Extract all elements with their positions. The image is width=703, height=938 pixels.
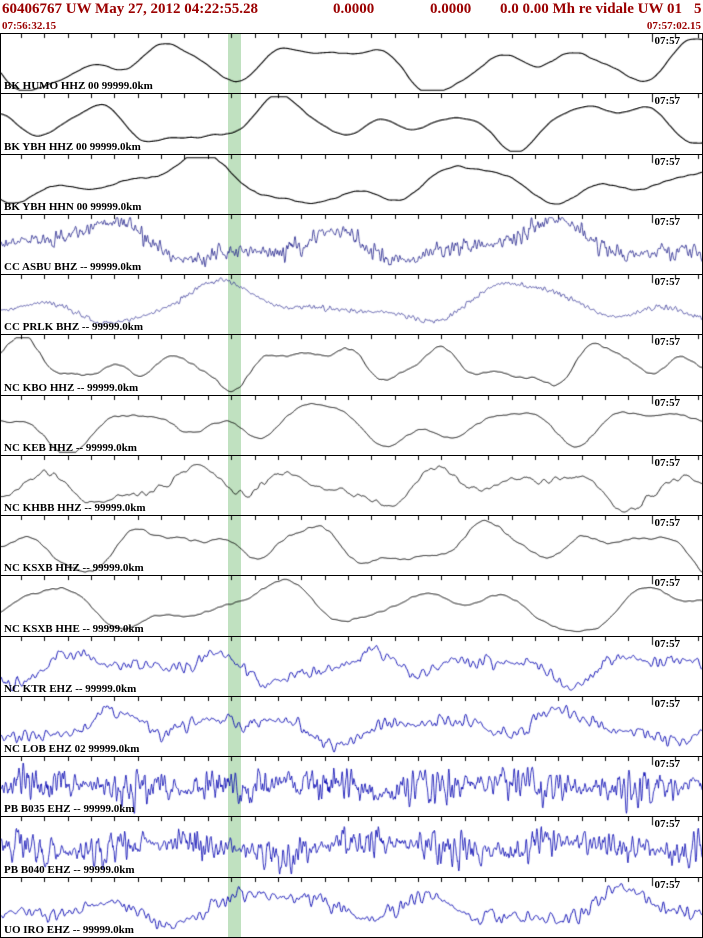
- time-range-bar: 07:56:32.15 07:57:02.15: [0, 19, 703, 33]
- waveform-panel[interactable]: 07:57 BK YBH HHN 00 99999.0km: [1, 154, 702, 215]
- waveform-stack: 07:57 BK HUMO HHZ 00 99999.0km 07:57 BK …: [0, 33, 703, 938]
- waveform-panel[interactable]: 07:57 NC KTR EHZ -- 99999.0km: [1, 636, 702, 697]
- waveform-trace[interactable]: [1, 214, 702, 275]
- waveform-panel[interactable]: 07:57 NC KBO HHZ -- 99999.0km: [1, 335, 702, 396]
- event-lat: 0.0000: [333, 1, 375, 17]
- station-label: PB B035 EHZ -- 99999.0km: [4, 803, 135, 816]
- event-magnitude-info: 0.0 0.00 Mh re vidale UW 01: [500, 1, 682, 17]
- waveform-trace[interactable]: [1, 154, 702, 214]
- minute-tick-label: 07:57: [654, 758, 681, 771]
- waveform-trace[interactable]: [1, 34, 702, 94]
- waveform-trace[interactable]: [1, 275, 702, 335]
- station-label: BK HUMO HHZ 00 99999.0km: [4, 80, 153, 93]
- minute-tick-label: 07:57: [654, 95, 681, 108]
- event-title: 60406767 UW May 27, 2012 04:22:55.28: [2, 1, 258, 17]
- waveform-panel[interactable]: 07:57 PB B035 EHZ -- 99999.0km: [1, 757, 702, 818]
- waveform-trace[interactable]: [1, 455, 702, 516]
- minute-tick-label: 07:57: [654, 276, 681, 289]
- minute-tick-label: 07:57: [654, 456, 681, 469]
- event-count: 5: [694, 1, 702, 17]
- window-start-time: 07:56:32.15: [2, 20, 57, 32]
- event-header: 60406767 UW May 27, 2012 04:22:55.28 0.0…: [0, 0, 703, 19]
- station-label: NC KSXB HHE -- 99999.0km: [4, 622, 144, 635]
- waveform-trace[interactable]: [1, 516, 702, 576]
- minute-tick-label: 07:57: [654, 336, 681, 349]
- waveform-trace[interactable]: [1, 395, 702, 455]
- station-label: NC KTR EHZ -- 99999.0km: [4, 682, 137, 695]
- waveform-panel[interactable]: 07:57 CC PRLK BHZ -- 99999.0km: [1, 275, 702, 336]
- waveform-panel[interactable]: 07:57 PB B040 EHZ -- 99999.0km: [1, 817, 702, 878]
- waveform-panel[interactable]: 07:57 CC ASBU BHZ -- 99999.0km: [1, 214, 702, 276]
- minute-tick-label: 07:57: [654, 878, 681, 891]
- minute-tick-label: 07:57: [654, 396, 681, 409]
- waveform-panel[interactable]: 07:57 NC KSXB HHZ -- 99999.0km: [1, 516, 702, 577]
- window-end-time: 07:57:02.15: [646, 20, 701, 32]
- station-label: NC KEB HHZ -- 99999.0km: [4, 441, 137, 454]
- minute-tick-label: 07:57: [654, 637, 681, 650]
- station-label: NC KSXB HHZ -- 99999.0km: [4, 562, 144, 575]
- station-label: CC PRLK BHZ -- 99999.0km: [4, 321, 144, 334]
- station-label: PB B040 EHZ -- 99999.0km: [4, 863, 135, 876]
- minute-tick-label: 07:57: [654, 697, 681, 710]
- waveform-panel[interactable]: 07:57 BK YBH HHZ 00 99999.0km: [1, 94, 702, 155]
- waveform-panel[interactable]: 07:57 UO IRO EHZ -- 99999.0km: [1, 877, 702, 937]
- waveform-panel[interactable]: 07:57 NC KHBB HHZ -- 99999.0km: [1, 455, 702, 517]
- waveform-trace[interactable]: [1, 757, 702, 817]
- minute-tick-label: 07:57: [654, 818, 681, 831]
- station-label: CC ASBU BHZ -- 99999.0km: [4, 261, 142, 274]
- waveform-panel[interactable]: 07:57 NC LOB EHZ 02 99999.0km: [1, 696, 702, 758]
- minute-tick-label: 07:57: [654, 155, 681, 168]
- station-label: NC LOB EHZ 02 99999.0km: [4, 743, 140, 756]
- waveform-trace[interactable]: [1, 877, 702, 937]
- station-label: UO IRO EHZ -- 99999.0km: [4, 923, 134, 936]
- event-lon: 0.0000: [430, 1, 472, 17]
- waveform-trace[interactable]: [1, 636, 702, 696]
- waveform-panel[interactable]: 07:57 NC KEB HHZ -- 99999.0km: [1, 395, 702, 456]
- waveform-trace[interactable]: [1, 576, 702, 636]
- waveform-panel[interactable]: 07:57 NC KSXB HHE -- 99999.0km: [1, 576, 702, 637]
- station-label: NC KHBB HHZ -- 99999.0km: [4, 502, 146, 515]
- waveform-trace[interactable]: [1, 817, 702, 877]
- waveform-trace[interactable]: [1, 94, 702, 154]
- waveform-trace[interactable]: [1, 696, 702, 757]
- station-label: BK YBH HHN 00 99999.0km: [4, 200, 142, 213]
- waveform-trace[interactable]: [1, 335, 702, 395]
- minute-tick-label: 07:57: [654, 577, 681, 590]
- station-label: BK YBH HHZ 00 99999.0km: [4, 140, 141, 153]
- waveform-panel[interactable]: 07:57 BK HUMO HHZ 00 99999.0km: [1, 34, 702, 95]
- station-label: NC KBO HHZ -- 99999.0km: [4, 381, 139, 394]
- minute-tick-label: 07:57: [654, 215, 681, 228]
- minute-tick-label: 07:57: [654, 35, 681, 47]
- minute-tick-label: 07:57: [654, 517, 681, 530]
